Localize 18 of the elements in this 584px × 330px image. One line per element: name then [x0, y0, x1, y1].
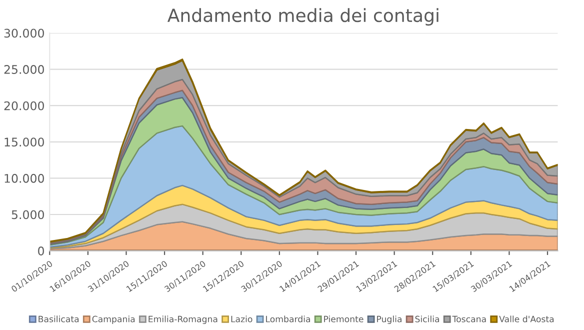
legend-label: Lazio — [231, 316, 252, 322]
y-tick-label: 0 — [38, 246, 44, 256]
y-tick-label: 5.000 — [12, 210, 44, 220]
y-tick-label: 15.000 — [4, 138, 44, 147]
legend-label: Emilia-Romagna — [148, 316, 218, 324]
chart-title: Andamento media dei contagi — [167, 8, 438, 26]
legend-label: Lombardia — [266, 316, 310, 322]
y-tick-label: 10.000 — [4, 174, 44, 183]
y-tick-label: 30.000 — [4, 28, 44, 38]
legend-label: Puglia — [377, 316, 402, 324]
legend-label: Piemonte — [324, 316, 364, 322]
y-tick-label: 20.000 — [4, 101, 44, 110]
legend-label: Toscana — [452, 316, 486, 322]
legend-label: Basilicata — [38, 316, 79, 322]
legend-label: Sicilia — [415, 316, 440, 322]
legend-label: Valle d'Aosta — [499, 316, 554, 322]
legend-label: Campania — [92, 316, 135, 324]
y-tick-label: 25.000 — [4, 65, 44, 74]
